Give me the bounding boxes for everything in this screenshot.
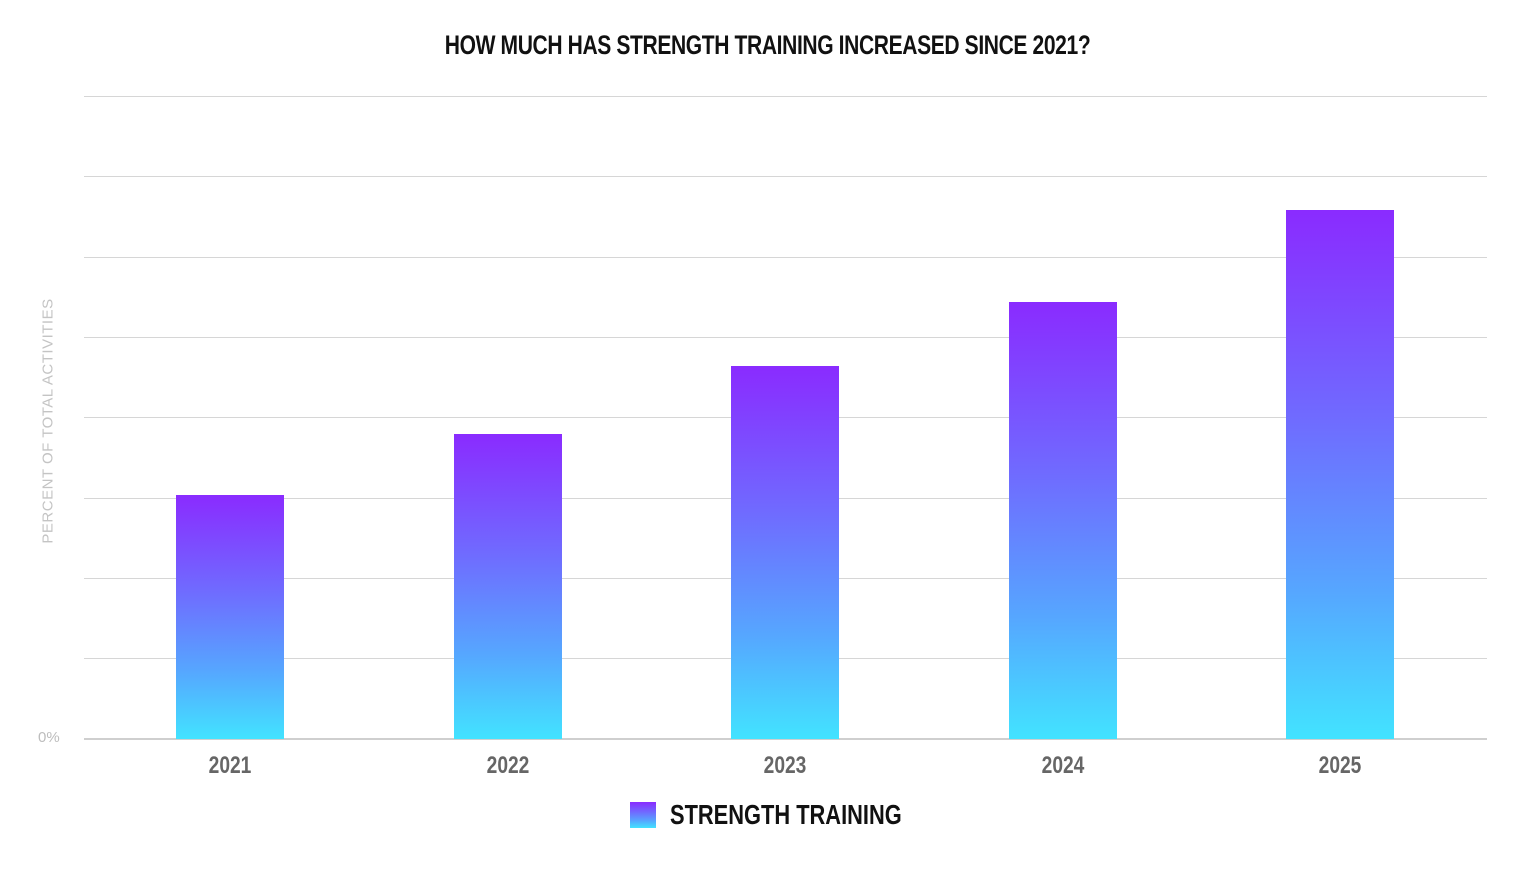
gridline <box>84 337 1487 338</box>
bar-2025 <box>1286 210 1394 739</box>
legend-swatch-icon <box>630 802 656 828</box>
legend: STRENGTH TRAINING <box>630 799 967 830</box>
x-tick-2022: 2022 <box>486 752 530 779</box>
y-axis-label: PERCENT OF TOTAL ACTIVITIES <box>39 298 57 544</box>
plot-area <box>84 96 1487 740</box>
y-tick-zero: 0% <box>38 729 60 746</box>
x-axis-baseline <box>84 738 1487 740</box>
chart-title: HOW MUCH HAS STRENGTH TRAINING INCREASED… <box>444 30 1091 60</box>
gridline <box>84 96 1487 97</box>
x-tick-2021: 2021 <box>208 752 252 779</box>
x-tick-2023: 2023 <box>763 752 807 779</box>
x-tick-2025: 2025 <box>1318 752 1362 779</box>
x-tick-2024: 2024 <box>1041 752 1085 779</box>
gridline <box>84 257 1487 258</box>
bar-2021 <box>176 495 284 739</box>
legend-label: STRENGTH TRAINING <box>670 799 902 830</box>
gridline <box>84 176 1487 177</box>
bar-2022 <box>454 434 562 739</box>
bar-2023 <box>731 366 839 739</box>
bar-2024 <box>1009 301 1117 739</box>
